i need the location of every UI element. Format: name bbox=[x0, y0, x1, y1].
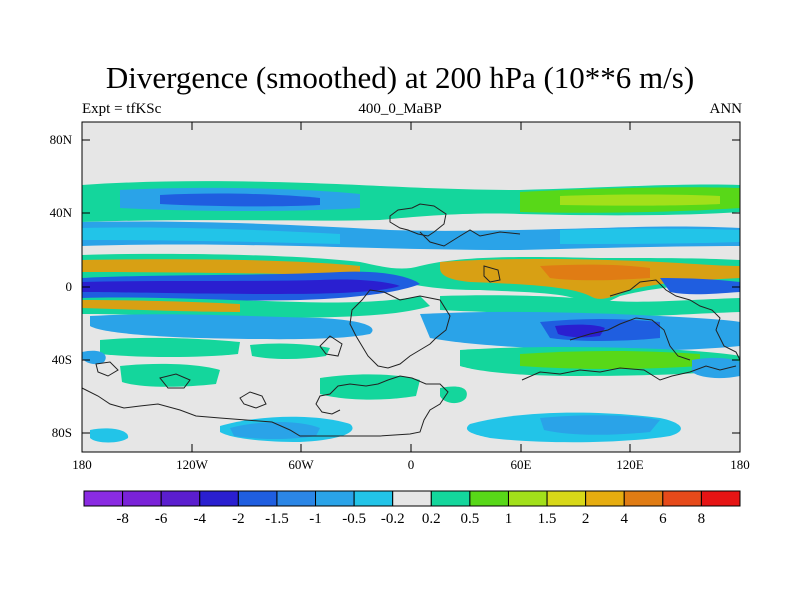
experiment-label: Expt = tfKSc bbox=[82, 101, 162, 117]
colorbar-swatch bbox=[700, 490, 741, 507]
colorbar-label: 0.2 bbox=[421, 511, 441, 527]
colorbar-label: -2 bbox=[232, 511, 245, 527]
colorbar-swatch bbox=[353, 490, 394, 507]
lon-tick-label: 60E bbox=[510, 457, 532, 472]
colorbar-label: -6 bbox=[154, 511, 168, 527]
lon-tick-label: 180 bbox=[72, 457, 92, 472]
lon-tick-label: 180 bbox=[730, 457, 750, 472]
colorbar-label: -0.5 bbox=[342, 511, 366, 527]
colorbar-label: -1 bbox=[309, 511, 322, 527]
lat-tick-label: 80N bbox=[49, 132, 72, 147]
colorbar-swatch bbox=[122, 490, 162, 507]
lon-tick-label: 60W bbox=[288, 457, 314, 472]
colorbar-label: 6 bbox=[659, 511, 667, 527]
divergence-field bbox=[82, 181, 740, 443]
lon-tick-label: 0 bbox=[407, 457, 415, 472]
colorbar-swatch bbox=[662, 490, 702, 507]
colorbar-label: -0.2 bbox=[380, 511, 405, 527]
axis-ticks bbox=[81, 122, 741, 452]
colorbar-label: -1.5 bbox=[265, 511, 289, 527]
colorbar-label: 4 bbox=[620, 511, 628, 527]
colorbar-swatch bbox=[623, 490, 664, 507]
colorbar-swatch bbox=[276, 490, 317, 507]
season-label: ANN bbox=[709, 101, 743, 117]
plot-title: Divergence (smoothed) at 200 hPa (10**6 … bbox=[105, 60, 695, 95]
colorbar-swatch bbox=[160, 490, 201, 507]
lon-tick-label: 120E bbox=[616, 457, 644, 472]
colorbar-label: 2 bbox=[581, 511, 590, 527]
coastline-outlines bbox=[81, 203, 741, 437]
lat-tick-label: 80S bbox=[51, 425, 72, 440]
colorbar-swatch bbox=[585, 490, 625, 507]
colorbar-swatch bbox=[237, 490, 278, 507]
colorbar-swatch bbox=[392, 490, 432, 507]
colorbar-label: 1 bbox=[504, 511, 513, 527]
lat-tick-label: 40S bbox=[51, 352, 72, 367]
lat-tick-label: 40N bbox=[49, 205, 72, 220]
map-panel bbox=[81, 121, 741, 453]
colorbar-swatch bbox=[199, 490, 239, 507]
colorbar-label: 0.5 bbox=[460, 511, 480, 527]
colorbar-swatch bbox=[469, 490, 509, 507]
colorbar-swatch bbox=[83, 490, 124, 507]
colorbar-swatch bbox=[546, 490, 587, 507]
colorbar-label: -8 bbox=[116, 511, 129, 527]
colorbar bbox=[83, 490, 741, 507]
time-period-label: 400_0_MaBP bbox=[358, 101, 442, 117]
lat-tick-label: 0 bbox=[65, 279, 73, 294]
colorbar-label: 8 bbox=[697, 511, 706, 527]
colorbar-swatch bbox=[430, 490, 471, 507]
colorbar-label: 1.5 bbox=[537, 511, 557, 527]
colorbar-swatch bbox=[507, 490, 548, 507]
colorbar-swatch bbox=[315, 490, 355, 507]
lon-tick-label: 120W bbox=[176, 457, 208, 472]
colorbar-label: -4 bbox=[193, 511, 207, 527]
